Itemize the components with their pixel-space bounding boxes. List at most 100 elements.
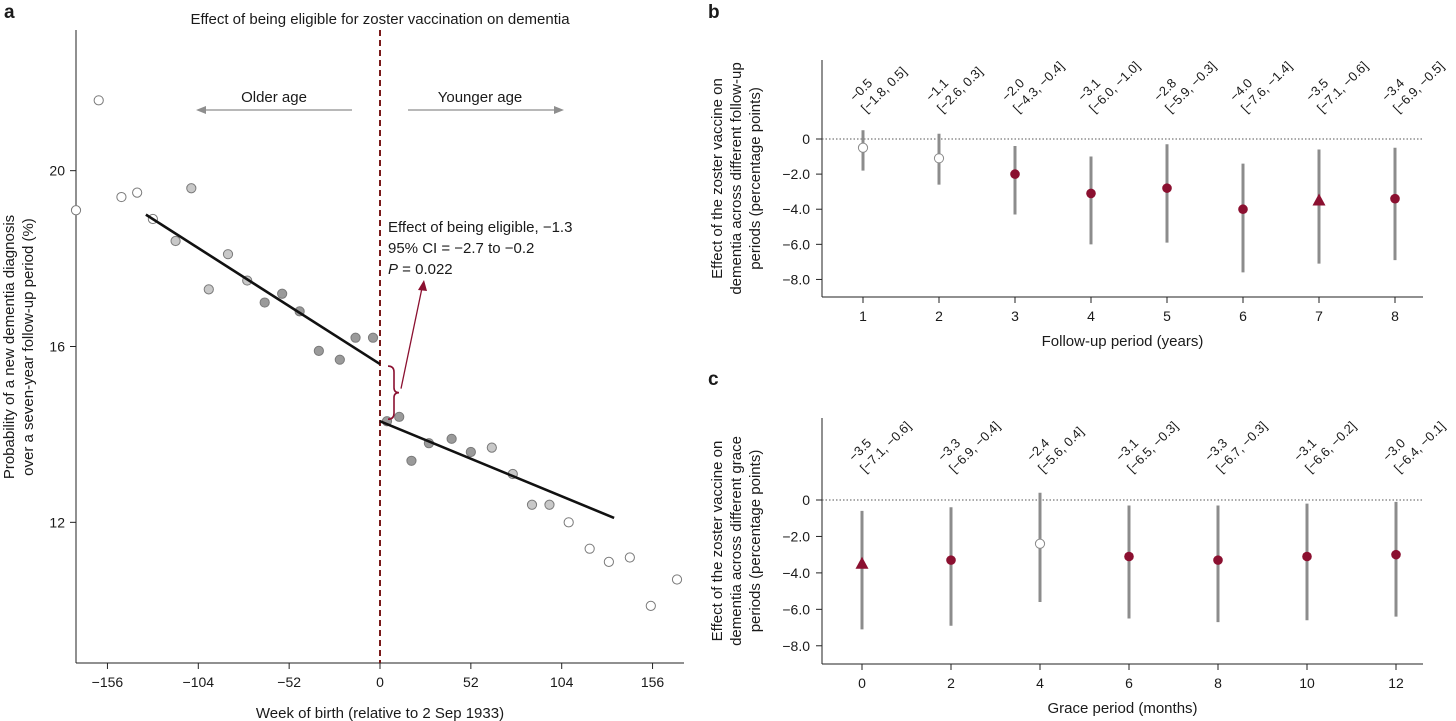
- x-tick-label: 0: [858, 675, 866, 691]
- estimate-label: −2.0[−4.3, −0.4]: [999, 47, 1067, 115]
- x-tick-label: 156: [641, 674, 665, 690]
- estimate-label: −3.3[−6.7, −0.3]: [1202, 407, 1270, 475]
- x-tick-label: 7: [1315, 308, 1323, 324]
- data-point: [446, 433, 457, 444]
- data-point: [116, 191, 127, 203]
- estimate-label: −3.4[−6.9, −0.5]: [1379, 47, 1447, 115]
- data-point: [93, 95, 104, 106]
- data-point: [406, 455, 417, 466]
- x-axis-label: Grace period (months): [1047, 700, 1197, 717]
- y-tick-label: −2.0: [782, 528, 810, 544]
- panel-letter-a: a: [4, 2, 15, 23]
- data-point: [486, 442, 497, 453]
- x-tick-label: 52: [463, 674, 479, 690]
- estimate-marker-filled: [1390, 193, 1400, 204]
- estimate-marker-filled: [1302, 551, 1312, 562]
- data-point: [671, 574, 683, 585]
- data-point: [186, 183, 197, 194]
- y-tick-label: 0: [802, 131, 810, 147]
- x-tick-label: 8: [1391, 308, 1399, 324]
- y-tick-label: 0: [802, 492, 810, 508]
- estimate-label: −1.1[−2.6, 0.3]: [923, 52, 986, 115]
- x-axis-label: Follow-up period (years): [1042, 333, 1204, 350]
- estimate-label: −3.1[−6.5, −0.3]: [1113, 407, 1181, 475]
- data-point: [277, 288, 288, 299]
- data-point: [526, 499, 538, 510]
- panel-a-chart: Effect of being eligible for zoster vacc…: [1, 11, 684, 721]
- y-tick-label: −4.0: [782, 565, 810, 581]
- estimate-label: −3.1[−6.0, −1.0]: [1075, 47, 1143, 115]
- chart-title: Effect of being eligible for zoster vacc…: [190, 11, 570, 28]
- effect-annotation-line: Effect of being eligible, −1.3: [388, 219, 572, 236]
- older-age-arrowhead: [196, 106, 206, 114]
- y-axis-label-line: dementia across different follow-up: [728, 62, 745, 294]
- x-tick-label: 5: [1163, 308, 1171, 324]
- data-point: [645, 600, 656, 611]
- y-axis-label-line: periods (percentage points): [747, 87, 764, 270]
- discontinuity-brace: [387, 365, 400, 421]
- x-tick-label: 6: [1239, 308, 1247, 324]
- y-tick-label: −4.0: [782, 201, 810, 217]
- x-tick-label: 4: [1087, 308, 1095, 324]
- estimate-marker-filled: [946, 555, 956, 565]
- p-value-symbol: P: [388, 261, 398, 278]
- effect-annotation-line: 95% CI = −2.7 to −0.2: [388, 240, 534, 257]
- x-tick-label: 104: [550, 674, 574, 690]
- estimate-marker-filled: [1086, 188, 1096, 199]
- y-axis-label: Effect of the zoster vaccine on dementia …: [709, 436, 764, 646]
- younger-age-arrowhead: [554, 106, 564, 114]
- x-tick-label: 10: [1299, 675, 1315, 691]
- estimate-marker-filled: [1238, 204, 1248, 215]
- x-tick-label: 4: [1036, 675, 1044, 691]
- fit-line-older: [145, 213, 381, 366]
- data-point: [203, 284, 214, 295]
- data-point: [367, 332, 379, 343]
- x-tick-label: 3: [1011, 308, 1019, 324]
- p-value-annotation: P = 0.022: [388, 261, 453, 278]
- fit-line-younger: [379, 420, 615, 520]
- effect-pointer-arrow: [400, 287, 423, 389]
- x-tick-label: 6: [1125, 675, 1133, 691]
- p-value-text: = 0.022: [398, 261, 453, 278]
- x-tick-label: −52: [277, 674, 301, 690]
- estimate-label: −3.3[−6.9, −0.4]: [935, 407, 1003, 475]
- estimate-marker-filled: [1213, 555, 1223, 565]
- estimate-label: −2.8[−5.9, −0.3]: [1151, 47, 1219, 115]
- x-tick-label: −156: [92, 674, 124, 690]
- estimate-marker-triangle: [1312, 193, 1326, 206]
- estimate-marker-open: [1034, 538, 1046, 549]
- data-point: [132, 187, 143, 198]
- data-point: [70, 205, 82, 216]
- estimate-marker-filled: [1162, 183, 1172, 193]
- estimate-label: −4.0[−7.6, −1.4]: [1227, 47, 1295, 115]
- effect-pointer-arrowhead: [418, 280, 427, 291]
- y-tick-label: −2.0: [782, 166, 810, 182]
- younger-age-label: Younger age: [438, 89, 523, 106]
- x-tick-label: 2: [935, 308, 943, 324]
- y-axis-label-line: dementia across different grace: [728, 436, 745, 646]
- data-point: [259, 297, 270, 308]
- y-axis-label-line: periods (percentage points): [747, 450, 764, 633]
- data-point: [350, 332, 361, 343]
- y-tick-label: −6.0: [782, 236, 810, 252]
- y-axis-label-line: Effect of the zoster vaccine on: [709, 441, 726, 642]
- y-tick-label: 20: [49, 163, 65, 179]
- y-tick-label: 16: [49, 339, 65, 355]
- panel-c-chart: 0 −2.0 −4.0 −6.0 −8.0 0 −3.5[−7.1, −0.6] 2 −3.3[…: [709, 407, 1448, 717]
- data-point: [465, 446, 476, 458]
- data-point: [603, 556, 614, 567]
- data-point: [313, 345, 324, 356]
- y-axis-label: Effect of the zoster vaccine on dementia …: [709, 62, 764, 294]
- estimate-label: −2.4[−5.6, 0.4]: [1024, 412, 1087, 475]
- estimate-label: −3.5[−7.1, −0.6]: [846, 407, 914, 475]
- estimate-marker-open: [857, 142, 869, 153]
- x-axis-label: Week of birth (relative to 2 Sep 1933): [256, 705, 504, 721]
- panel-letter-c: c: [708, 369, 719, 390]
- estimate-label: −3.5[−7.1, −0.6]: [1303, 47, 1371, 115]
- data-point: [334, 354, 345, 365]
- x-tick-label: −104: [183, 674, 215, 690]
- older-age-label: Older age: [241, 89, 307, 106]
- x-tick-label: 1: [859, 308, 867, 324]
- x-tick-label: 0: [376, 674, 384, 690]
